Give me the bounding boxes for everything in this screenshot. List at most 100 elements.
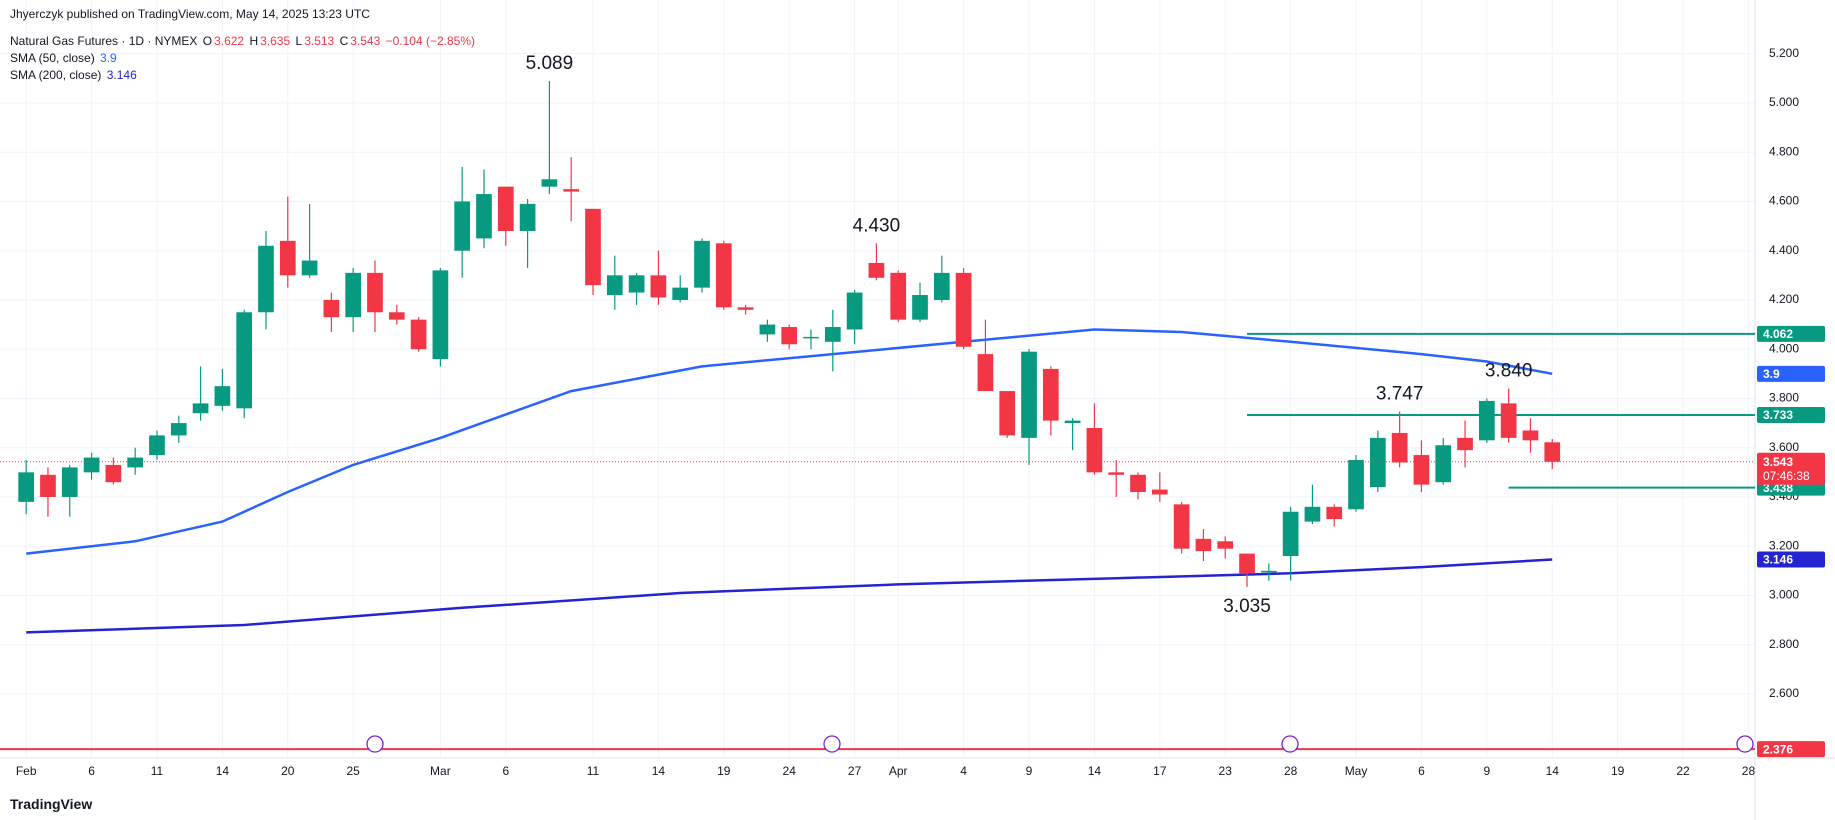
x-tick-label: 19 bbox=[1611, 764, 1625, 778]
candle-body bbox=[1042, 368, 1059, 421]
y-tick-label: 3.800 bbox=[1769, 391, 1799, 405]
annotation: 3.840 bbox=[1485, 361, 1533, 382]
candle-body bbox=[1260, 570, 1277, 573]
candle-body bbox=[868, 263, 885, 278]
candle-body bbox=[61, 467, 78, 497]
sma-line bbox=[26, 558, 1553, 634]
x-tick-label: 9 bbox=[1026, 764, 1033, 778]
ohlc-value: 3.513 bbox=[304, 34, 335, 48]
price-label-box bbox=[1757, 325, 1825, 342]
x-tick-label: 14 bbox=[1088, 764, 1102, 778]
candle-body bbox=[1522, 430, 1539, 441]
ohlc-label: O bbox=[202, 34, 213, 48]
candle-body bbox=[18, 472, 35, 502]
x-tick-label: 23 bbox=[1219, 764, 1233, 778]
candle-body bbox=[1108, 472, 1125, 475]
candle-body bbox=[170, 423, 187, 436]
candle-body bbox=[1544, 442, 1561, 462]
candle-body bbox=[999, 391, 1016, 436]
ohlc-value: 3.622 bbox=[214, 34, 245, 48]
x-tick-label: 22 bbox=[1676, 764, 1690, 778]
candle-body bbox=[192, 403, 209, 414]
candle-body bbox=[715, 243, 732, 308]
y-tick-label: 4.000 bbox=[1769, 341, 1799, 355]
candle-body bbox=[301, 260, 318, 276]
annotation: 5.089 bbox=[526, 53, 574, 74]
candle-body bbox=[1086, 428, 1103, 473]
candle-body bbox=[476, 194, 492, 239]
event-icon[interactable] bbox=[1281, 735, 1299, 753]
annotation: 4.430 bbox=[853, 215, 901, 236]
x-tick-label: Mar bbox=[430, 764, 451, 778]
candle-body bbox=[1021, 351, 1037, 438]
x-tick-label: 4 bbox=[960, 764, 967, 778]
y-tick-label: 4.800 bbox=[1769, 144, 1799, 158]
price-label: 4.062 bbox=[1763, 327, 1793, 341]
candle-body bbox=[1457, 437, 1473, 451]
candle-body bbox=[803, 336, 819, 339]
legend-name: SMA (50, close) bbox=[10, 51, 95, 65]
candle-body bbox=[890, 272, 907, 320]
candle-body bbox=[323, 299, 340, 318]
y-tick-label: 2.800 bbox=[1769, 637, 1799, 651]
sma-line bbox=[26, 328, 1553, 555]
event-icons bbox=[366, 735, 1754, 753]
candle-body bbox=[1195, 538, 1212, 552]
candle-body bbox=[432, 270, 449, 360]
candle-body bbox=[1326, 506, 1343, 520]
candle-body bbox=[127, 457, 144, 468]
ohlc-label: C bbox=[339, 34, 349, 48]
candle-body bbox=[737, 307, 754, 310]
x-tick-label: 9 bbox=[1484, 764, 1491, 778]
candle-body bbox=[1239, 553, 1255, 574]
candle-body bbox=[628, 275, 645, 293]
x-tick-label: 24 bbox=[783, 764, 797, 778]
candle-body bbox=[694, 240, 710, 288]
candle-body bbox=[214, 386, 231, 406]
price-label: 3.9 bbox=[1763, 367, 1780, 381]
candle-body bbox=[933, 272, 950, 300]
x-tick-label: May bbox=[1345, 764, 1368, 778]
candle-body bbox=[1173, 504, 1190, 549]
candle-body bbox=[650, 275, 667, 298]
candle-body bbox=[541, 179, 558, 187]
candle-body bbox=[912, 295, 928, 320]
y-tick-label: 4.400 bbox=[1769, 243, 1799, 257]
x-tick-label: 28 bbox=[1284, 764, 1298, 778]
candle-body bbox=[410, 319, 427, 350]
publisher: Jhyerczyk published on TradingView.com, … bbox=[10, 7, 370, 21]
x-tick-label: 11 bbox=[587, 764, 600, 778]
candle-body bbox=[672, 287, 689, 300]
ohlc-label: H bbox=[249, 34, 259, 48]
x-tick-label: 11 bbox=[151, 764, 164, 778]
symbol-line: Natural Gas Futures · 1D · NYMEX O 3.622 … bbox=[10, 34, 477, 48]
candle-body bbox=[585, 208, 601, 286]
candle-body bbox=[1151, 489, 1168, 495]
candle-body bbox=[1391, 432, 1408, 463]
candle-body bbox=[563, 189, 580, 192]
candle-body bbox=[1369, 437, 1386, 488]
y-tick-label: 5.000 bbox=[1769, 95, 1799, 109]
candle-body bbox=[1217, 541, 1234, 549]
candle-body bbox=[105, 464, 122, 483]
candle-body bbox=[279, 240, 296, 276]
legend-value: 3.146 bbox=[106, 68, 137, 82]
x-tick-label: 17 bbox=[1153, 764, 1167, 778]
price-label-box bbox=[1757, 741, 1825, 758]
x-tick-label: 14 bbox=[652, 764, 666, 778]
price-label-box bbox=[1757, 452, 1825, 485]
x-tick-label: 14 bbox=[1546, 764, 1560, 778]
x-tick-label: Apr bbox=[889, 764, 908, 778]
candle-body bbox=[1413, 455, 1430, 485]
x-tick-label: 20 bbox=[281, 764, 295, 778]
price-label: 3.146 bbox=[1763, 553, 1793, 567]
price-label-box bbox=[1757, 365, 1825, 382]
y-tick-label: 3.000 bbox=[1769, 588, 1799, 602]
event-icon[interactable] bbox=[366, 735, 384, 753]
event-icon[interactable] bbox=[1736, 735, 1754, 753]
event-icon[interactable] bbox=[823, 735, 841, 753]
candle-body bbox=[83, 457, 100, 473]
x-tick-label: 19 bbox=[717, 764, 731, 778]
